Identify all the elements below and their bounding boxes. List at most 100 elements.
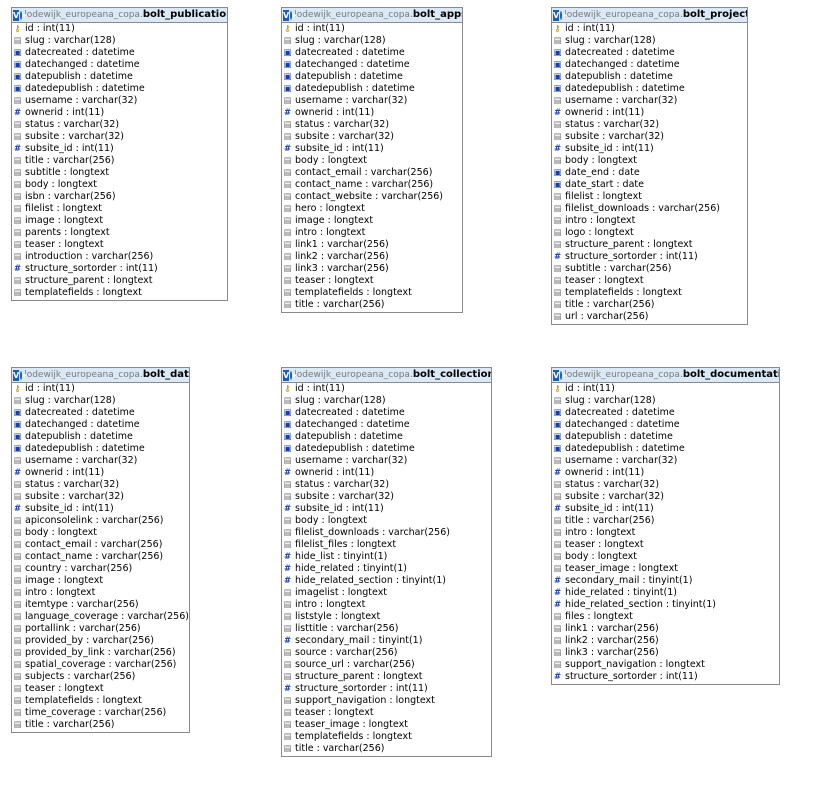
- column-row[interactable]: ▣ datedepublish : datetime: [12, 83, 227, 95]
- column-row[interactable]: # hide_related_section : tinyint(1): [552, 599, 779, 611]
- column-row[interactable]: ▤ subsite : varchar(32): [552, 491, 779, 503]
- column-row[interactable]: ▣ datecreated : datetime: [552, 407, 779, 419]
- column-row[interactable]: ▤ contact_website : varchar(256): [282, 191, 462, 203]
- column-row[interactable]: ▤ slug : varchar(128): [12, 395, 189, 407]
- view-icon[interactable]: V: [13, 9, 20, 21]
- column-row[interactable]: # subsite_id : int(11): [282, 143, 462, 155]
- column-row[interactable]: ▤ spatial_coverage : varchar(256): [12, 659, 189, 671]
- column-row[interactable]: ▤ status : varchar(32): [12, 119, 227, 131]
- column-row[interactable]: # hide_related_section : tinyint(1): [282, 575, 491, 587]
- column-row[interactable]: ▤ apiconsolelink : varchar(256): [12, 515, 189, 527]
- column-row[interactable]: # ownerid : int(11): [552, 467, 779, 479]
- column-row[interactable]: ▤ intro : longtext: [552, 527, 779, 539]
- column-row[interactable]: ▤ status : varchar(32): [552, 119, 747, 131]
- column-row[interactable]: ▤ filelist : longtext: [552, 191, 747, 203]
- column-row[interactable]: ▤ imagelist : longtext: [282, 587, 491, 599]
- column-row[interactable]: ⚷ id : int(11): [282, 383, 491, 395]
- column-row[interactable]: ▤ structure_parent : longtext: [12, 275, 227, 287]
- column-row[interactable]: ▤ link1 : varchar(256): [282, 239, 462, 251]
- column-row[interactable]: ▤ subsite : varchar(32): [282, 131, 462, 143]
- column-row[interactable]: ▤ subsite : varchar(32): [12, 131, 227, 143]
- column-row[interactable]: ▣ datepublish : datetime: [12, 431, 189, 443]
- column-row[interactable]: ▤ portallink : varchar(256): [12, 623, 189, 635]
- column-row[interactable]: ▤ source : varchar(256): [282, 647, 491, 659]
- column-row[interactable]: ▣ datechanged : datetime: [282, 419, 491, 431]
- column-row[interactable]: ▤ slug : varchar(128): [552, 35, 747, 47]
- column-row[interactable]: ⚷ id : int(11): [12, 23, 227, 35]
- column-row[interactable]: ▤ slug : varchar(128): [552, 395, 779, 407]
- column-row[interactable]: ▤ username : varchar(32): [552, 95, 747, 107]
- column-row[interactable]: ▤ templatefields : longtext: [12, 695, 189, 707]
- column-row[interactable]: ▤ body : longtext: [12, 179, 227, 191]
- column-row[interactable]: # structure_sortorder : int(11): [12, 263, 227, 275]
- column-row[interactable]: ⚷ id : int(11): [12, 383, 189, 395]
- column-row[interactable]: ▣ datechanged : datetime: [282, 59, 462, 71]
- column-row[interactable]: ⚷ id : int(11): [552, 23, 747, 35]
- column-row[interactable]: ▣ datechanged : datetime: [552, 419, 779, 431]
- column-row[interactable]: # ownerid : int(11): [552, 107, 747, 119]
- view-icon[interactable]: V: [283, 369, 290, 381]
- column-row[interactable]: ⚷ id : int(11): [282, 23, 462, 35]
- column-row[interactable]: ▤ contact_email : varchar(256): [282, 167, 462, 179]
- column-row[interactable]: ▤ slug : varchar(128): [282, 395, 491, 407]
- column-row[interactable]: ▤ provided_by : varchar(256): [12, 635, 189, 647]
- column-row[interactable]: # ownerid : int(11): [12, 107, 227, 119]
- column-row[interactable]: ▤ slug : varchar(128): [282, 35, 462, 47]
- column-row[interactable]: ▤ listtitle : varchar(256): [282, 623, 491, 635]
- column-row[interactable]: ▤ link2 : varchar(256): [282, 251, 462, 263]
- column-row[interactable]: # ownerid : int(11): [282, 467, 491, 479]
- column-row[interactable]: # structure_sortorder : int(11): [552, 251, 747, 263]
- column-row[interactable]: ▤ title : varchar(256): [12, 155, 227, 167]
- column-row[interactable]: ▣ datecreated : datetime: [12, 407, 189, 419]
- column-row[interactable]: ▤ teaser : longtext: [552, 539, 779, 551]
- column-row[interactable]: ▣ datedepublish : datetime: [12, 443, 189, 455]
- column-row[interactable]: ▣ datechanged : datetime: [12, 59, 227, 71]
- view-icon[interactable]: V: [283, 9, 290, 21]
- options-gear-icon[interactable]: [20, 370, 27, 380]
- column-row[interactable]: ▤ link1 : varchar(256): [552, 623, 779, 635]
- column-row[interactable]: ▤ contact_email : varchar(256): [12, 539, 189, 551]
- column-row[interactable]: ▤ image : longtext: [12, 215, 227, 227]
- column-row[interactable]: ▤ status : varchar(32): [282, 479, 491, 491]
- column-row[interactable]: ▣ datedepublish : datetime: [552, 83, 747, 95]
- column-row[interactable]: ▤ templatefields : longtext: [552, 287, 747, 299]
- column-row[interactable]: ▤ title : varchar(256): [282, 743, 491, 755]
- column-row[interactable]: ▤ contact_name : varchar(256): [282, 179, 462, 191]
- view-icon[interactable]: V: [13, 369, 20, 381]
- column-row[interactable]: ▤ intro : longtext: [12, 587, 189, 599]
- column-row[interactable]: ▤ structure_parent : longtext: [282, 671, 491, 683]
- column-row[interactable]: ▤ country : varchar(256): [12, 563, 189, 575]
- column-row[interactable]: ▤ link2 : varchar(256): [552, 635, 779, 647]
- options-gear-icon[interactable]: [560, 10, 567, 20]
- column-row[interactable]: ▤ templatefields : longtext: [282, 731, 491, 743]
- column-row[interactable]: ▤ body : longtext: [282, 515, 491, 527]
- column-row[interactable]: # subsite_id : int(11): [12, 143, 227, 155]
- column-row[interactable]: ▣ datecreated : datetime: [12, 47, 227, 59]
- column-row[interactable]: ▤ teaser : longtext: [12, 683, 189, 695]
- column-row[interactable]: # structure_sortorder : int(11): [282, 683, 491, 695]
- column-row[interactable]: ▤ files : longtext: [552, 611, 779, 623]
- column-row[interactable]: ▤ username : varchar(32): [12, 455, 189, 467]
- column-row[interactable]: ▤ url : varchar(256): [552, 311, 747, 323]
- table-bolt-collections[interactable]: Vlodewijk_europeana_copa.bolt_collection…: [281, 367, 492, 757]
- column-row[interactable]: ▣ datedepublish : datetime: [282, 83, 462, 95]
- options-gear-icon[interactable]: [290, 370, 297, 380]
- column-row[interactable]: ▤ support_navigation : longtext: [552, 659, 779, 671]
- column-row[interactable]: ▤ title : varchar(256): [282, 299, 462, 311]
- column-row[interactable]: ▣ datepublish : datetime: [282, 431, 491, 443]
- column-row[interactable]: ▤ teaser : longtext: [282, 275, 462, 287]
- column-row[interactable]: ▤ templatefields : longtext: [282, 287, 462, 299]
- column-row[interactable]: ▤ link3 : varchar(256): [282, 263, 462, 275]
- column-row[interactable]: # subsite_id : int(11): [552, 143, 747, 155]
- column-row[interactable]: ⚷ id : int(11): [552, 383, 779, 395]
- column-row[interactable]: # hide_related : tinyint(1): [552, 587, 779, 599]
- column-row[interactable]: ▣ date_start : date: [552, 179, 747, 191]
- view-icon[interactable]: V: [553, 9, 560, 21]
- column-row[interactable]: # secondary_mail : tinyint(1): [282, 635, 491, 647]
- column-row[interactable]: ▤ username : varchar(32): [282, 455, 491, 467]
